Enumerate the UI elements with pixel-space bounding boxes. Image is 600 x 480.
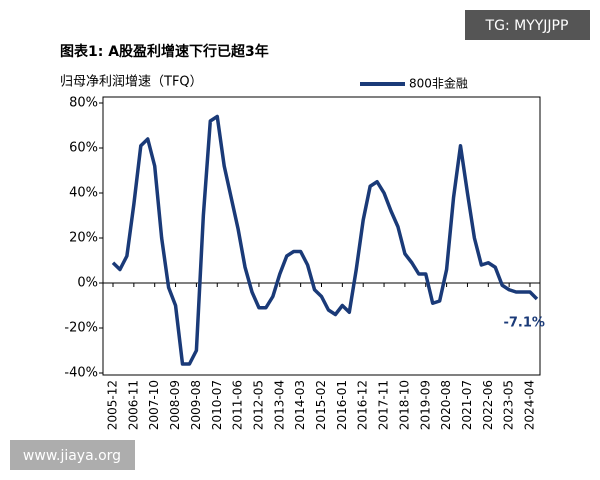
x-tick-label: 2016-12 xyxy=(356,380,370,430)
x-tick-label: 2017-11 xyxy=(377,380,391,430)
x-tick-label: 2016-01 xyxy=(335,380,349,430)
x-tick-label: 2006-11 xyxy=(126,380,140,430)
x-tick-label: 2011-06 xyxy=(231,380,245,430)
x-tick-label: 2020-08 xyxy=(439,380,453,430)
watermark: TG: MYYJJPP xyxy=(485,18,569,34)
x-tick-label: 2010-07 xyxy=(210,380,224,430)
y-tick-label: 60% xyxy=(69,141,98,156)
legend-label: 800非金融 xyxy=(409,76,468,91)
y-tick-label: -40% xyxy=(64,366,98,381)
x-tick-label: 2015-02 xyxy=(314,380,328,430)
footer: www.jiaya.org xyxy=(23,448,121,464)
x-tick-label: 2009-08 xyxy=(189,380,203,430)
y-tick-label: -20% xyxy=(64,321,98,336)
plot-frame xyxy=(102,96,541,376)
x-tick-label: 2014-03 xyxy=(293,380,307,430)
y-tick-label: 40% xyxy=(69,186,98,201)
x-tick-label: 2007-10 xyxy=(147,380,161,430)
x-tick-label: 2019-09 xyxy=(418,380,432,430)
axis-title: 归母净利润增速（TFQ） xyxy=(60,75,203,90)
footer-box xyxy=(10,440,135,470)
chart-title: 图表1: A股盈利增速下行已超3年 xyxy=(60,43,269,60)
watermark-box xyxy=(465,10,590,40)
x-tick-label: 2008-09 xyxy=(168,380,182,430)
series-line xyxy=(111,114,539,366)
y-tick-label: 0% xyxy=(77,276,98,291)
x-tick-label: 2018-10 xyxy=(397,380,411,430)
x-tick-label: 2023-05 xyxy=(502,380,516,430)
x-tick-label: 2012-05 xyxy=(251,380,265,430)
x-tick-label: 2024-04 xyxy=(523,380,537,430)
y-tick-label: 80% xyxy=(69,96,98,111)
data-label: -7.1% xyxy=(503,315,544,330)
x-tick-label: 2022-06 xyxy=(481,380,495,430)
x-tick-label: 2021-07 xyxy=(460,380,474,430)
x-tick-label: 2013-04 xyxy=(272,380,286,430)
x-tick-label: 2005-12 xyxy=(106,380,120,430)
y-tick-label: 20% xyxy=(69,231,98,246)
